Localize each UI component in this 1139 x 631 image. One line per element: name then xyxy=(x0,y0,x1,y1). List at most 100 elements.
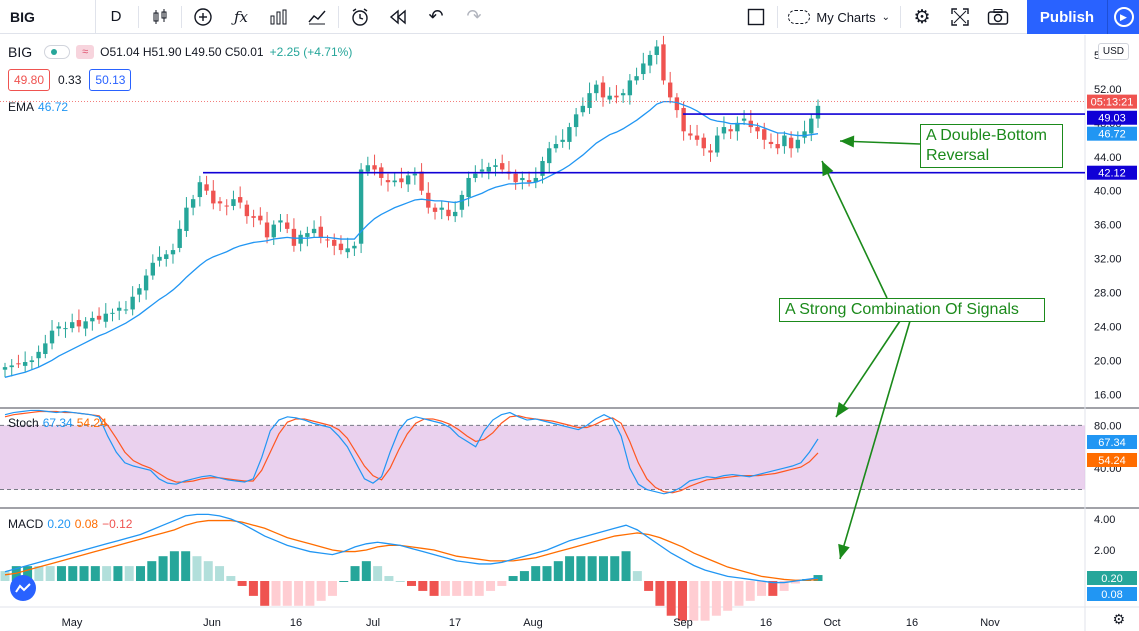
data-delay-icon[interactable]: ≈ xyxy=(76,45,95,59)
candle-body[interactable] xyxy=(49,330,55,344)
bid-price[interactable]: 49.80 xyxy=(8,69,51,91)
tradingview-logo-icon[interactable] xyxy=(10,575,36,601)
candle-body[interactable] xyxy=(715,135,720,153)
candle-body[interactable] xyxy=(130,296,135,310)
candle-body[interactable] xyxy=(788,137,794,149)
candle-body[interactable] xyxy=(607,95,612,100)
candle-body[interactable] xyxy=(56,326,61,329)
publish-button[interactable]: Publish xyxy=(1027,0,1107,34)
redo-icon[interactable]: ↷ xyxy=(466,6,482,26)
candle-body[interactable] xyxy=(459,194,465,210)
candle-body[interactable] xyxy=(741,118,747,121)
candle-body[interactable] xyxy=(620,93,626,96)
candle-body[interactable] xyxy=(486,166,491,172)
candle-body[interactable] xyxy=(674,97,680,111)
replay-icon[interactable] xyxy=(379,0,417,34)
candle-body[interactable] xyxy=(244,204,250,217)
candle-body[interactable] xyxy=(157,256,162,261)
candle-body[interactable] xyxy=(177,228,182,248)
candle-body[interactable] xyxy=(224,205,229,207)
candle-body[interactable] xyxy=(762,129,767,140)
candle-body[interactable] xyxy=(681,107,686,132)
candle-body[interactable] xyxy=(667,82,673,98)
candle-body[interactable] xyxy=(782,135,787,147)
candle-body[interactable] xyxy=(755,127,760,132)
candle-body[interactable] xyxy=(164,254,169,259)
candle-body[interactable] xyxy=(43,343,48,354)
candle-body[interactable] xyxy=(694,135,700,140)
candle-body[interactable] xyxy=(701,137,706,149)
symbol-search[interactable]: BIG xyxy=(0,0,96,34)
candle-body[interactable] xyxy=(419,171,424,191)
arrow-to-macd[interactable] xyxy=(839,320,911,560)
candle-body[interactable] xyxy=(587,93,592,108)
candle-body[interactable] xyxy=(311,228,317,234)
candle-body[interactable] xyxy=(264,222,270,238)
candle-body[interactable] xyxy=(520,177,525,181)
alert-icon[interactable] xyxy=(341,0,379,34)
candle-body[interactable] xyxy=(688,133,693,136)
candle-body[interactable] xyxy=(110,312,115,314)
candle-body[interactable] xyxy=(70,322,75,329)
candle-body[interactable] xyxy=(117,307,122,311)
candle-body[interactable] xyxy=(641,63,646,75)
candle-body[interactable] xyxy=(634,76,639,81)
candle-body[interactable] xyxy=(352,245,357,249)
candle-body[interactable] xyxy=(412,173,418,176)
candle-body[interactable] xyxy=(318,226,323,238)
annotation-double-bottom[interactable]: A Double-Bottom Reversal xyxy=(920,124,1063,168)
annotation-combination[interactable]: A Strong Combination Of Signals xyxy=(779,298,1045,322)
gear-icon[interactable]: ⚙ xyxy=(913,6,931,28)
candle-body[interactable] xyxy=(325,239,330,241)
candle-body[interactable] xyxy=(137,288,142,295)
candle-body[interactable] xyxy=(802,131,807,138)
candle-body[interactable] xyxy=(809,118,814,134)
interval-button[interactable]: D xyxy=(110,8,122,25)
candle-body[interactable] xyxy=(647,54,653,66)
candle-body[interactable] xyxy=(721,127,727,134)
ask-price[interactable]: 50.13 xyxy=(89,69,132,91)
candle-body[interactable] xyxy=(439,207,444,210)
candle-body[interactable] xyxy=(143,275,149,291)
camera-icon[interactable] xyxy=(979,0,1017,34)
candle-body[interactable] xyxy=(775,144,780,149)
candle-body[interactable] xyxy=(365,165,371,172)
arrow-to-price[interactable] xyxy=(821,160,888,299)
candle-body[interactable] xyxy=(251,216,256,218)
candle-body[interactable] xyxy=(291,228,297,246)
candle-body[interactable] xyxy=(600,82,606,98)
candle-body[interactable] xyxy=(405,175,411,185)
candle-body[interactable] xyxy=(533,177,538,183)
candle-body[interactable] xyxy=(735,122,740,132)
chart-settings-gear-icon[interactable]: ⚙ xyxy=(1112,611,1125,627)
candle-body[interactable] xyxy=(358,169,364,244)
templates-icon[interactable] xyxy=(260,0,298,34)
fullscreen-icon[interactable] xyxy=(941,0,979,34)
candle-body[interactable] xyxy=(553,144,559,149)
candle-body[interactable] xyxy=(22,362,28,366)
candle-body[interactable] xyxy=(90,317,95,322)
candle-body[interactable] xyxy=(345,248,350,253)
candle-body[interactable] xyxy=(580,105,586,113)
candle-body[interactable] xyxy=(9,365,14,368)
candle-body[interactable] xyxy=(446,209,451,217)
play-button[interactable]: ▶ xyxy=(1107,0,1139,34)
market-status-icon[interactable] xyxy=(44,45,71,59)
candle-body[interactable] xyxy=(573,114,579,128)
candle-body[interactable] xyxy=(258,215,263,221)
candle-body[interactable] xyxy=(768,141,774,145)
candle-body[interactable] xyxy=(654,46,659,55)
candle-body[interactable] xyxy=(271,224,276,238)
plus-circle-icon[interactable] xyxy=(184,0,222,34)
candle-body[interactable] xyxy=(285,222,290,229)
candle-body[interactable] xyxy=(170,250,176,255)
candle-body[interactable] xyxy=(385,180,391,183)
my-charts-dropdown[interactable]: My Charts ⌄ xyxy=(780,10,898,25)
candle-body[interactable] xyxy=(96,315,102,320)
arrow-to-stoch[interactable] xyxy=(835,320,901,418)
candle-body[interactable] xyxy=(547,148,552,164)
currency-label[interactable]: USD xyxy=(1097,43,1129,60)
candle-body[interactable] xyxy=(479,169,485,172)
candle-body[interactable] xyxy=(661,44,666,81)
candle-body[interactable] xyxy=(594,84,599,94)
